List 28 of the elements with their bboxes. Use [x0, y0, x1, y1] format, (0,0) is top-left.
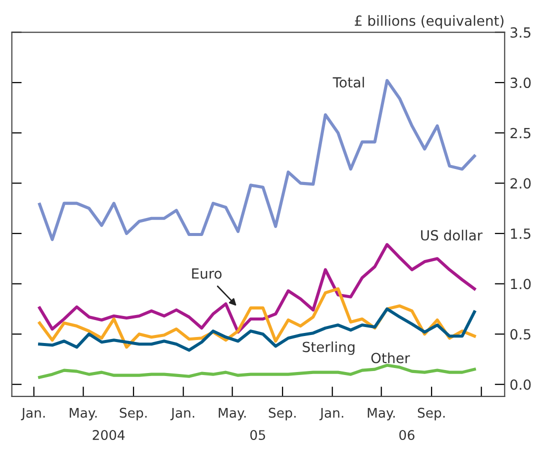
y-tick-label: 1.5	[511, 228, 530, 239]
line-series	[38, 364, 476, 379]
series-label: US dollar	[421, 230, 483, 241]
text: 05	[250, 430, 266, 440]
x-tick-label: Sep.	[268, 408, 296, 420]
series-label: Sterling	[302, 341, 354, 355]
x-tick-label: Jan.	[319, 408, 344, 420]
x-tick-label: May.	[218, 408, 246, 420]
x-tick-label: May.	[368, 408, 395, 420]
series-label: Total	[332, 76, 364, 88]
text: 2004	[92, 430, 125, 440]
y-tick-label: 1.0	[511, 278, 531, 290]
x-tick-label: Jan.	[20, 408, 45, 420]
x-tick-label: Sep.	[120, 408, 147, 420]
line-series	[38, 243, 476, 334]
y-tick-label: 2.5	[510, 128, 530, 138]
x-tick-label: Sep.	[418, 408, 445, 420]
y-tick-label: 3.5	[510, 27, 530, 38]
y-tick-label: 2.0	[510, 178, 531, 189]
y-axis-title: £ billions (equivalent)	[354, 15, 504, 29]
y-tick-label: 3.0	[510, 78, 531, 88]
x-tick-label: Jan.	[170, 408, 194, 420]
series-label: Other	[371, 352, 410, 364]
x-tick-label: May.	[70, 408, 97, 420]
text: Euro	[192, 268, 222, 279]
y-tick-label: 0.0	[510, 379, 531, 390]
text: 06	[399, 430, 414, 440]
y-tick-label: 0.5	[510, 329, 530, 340]
